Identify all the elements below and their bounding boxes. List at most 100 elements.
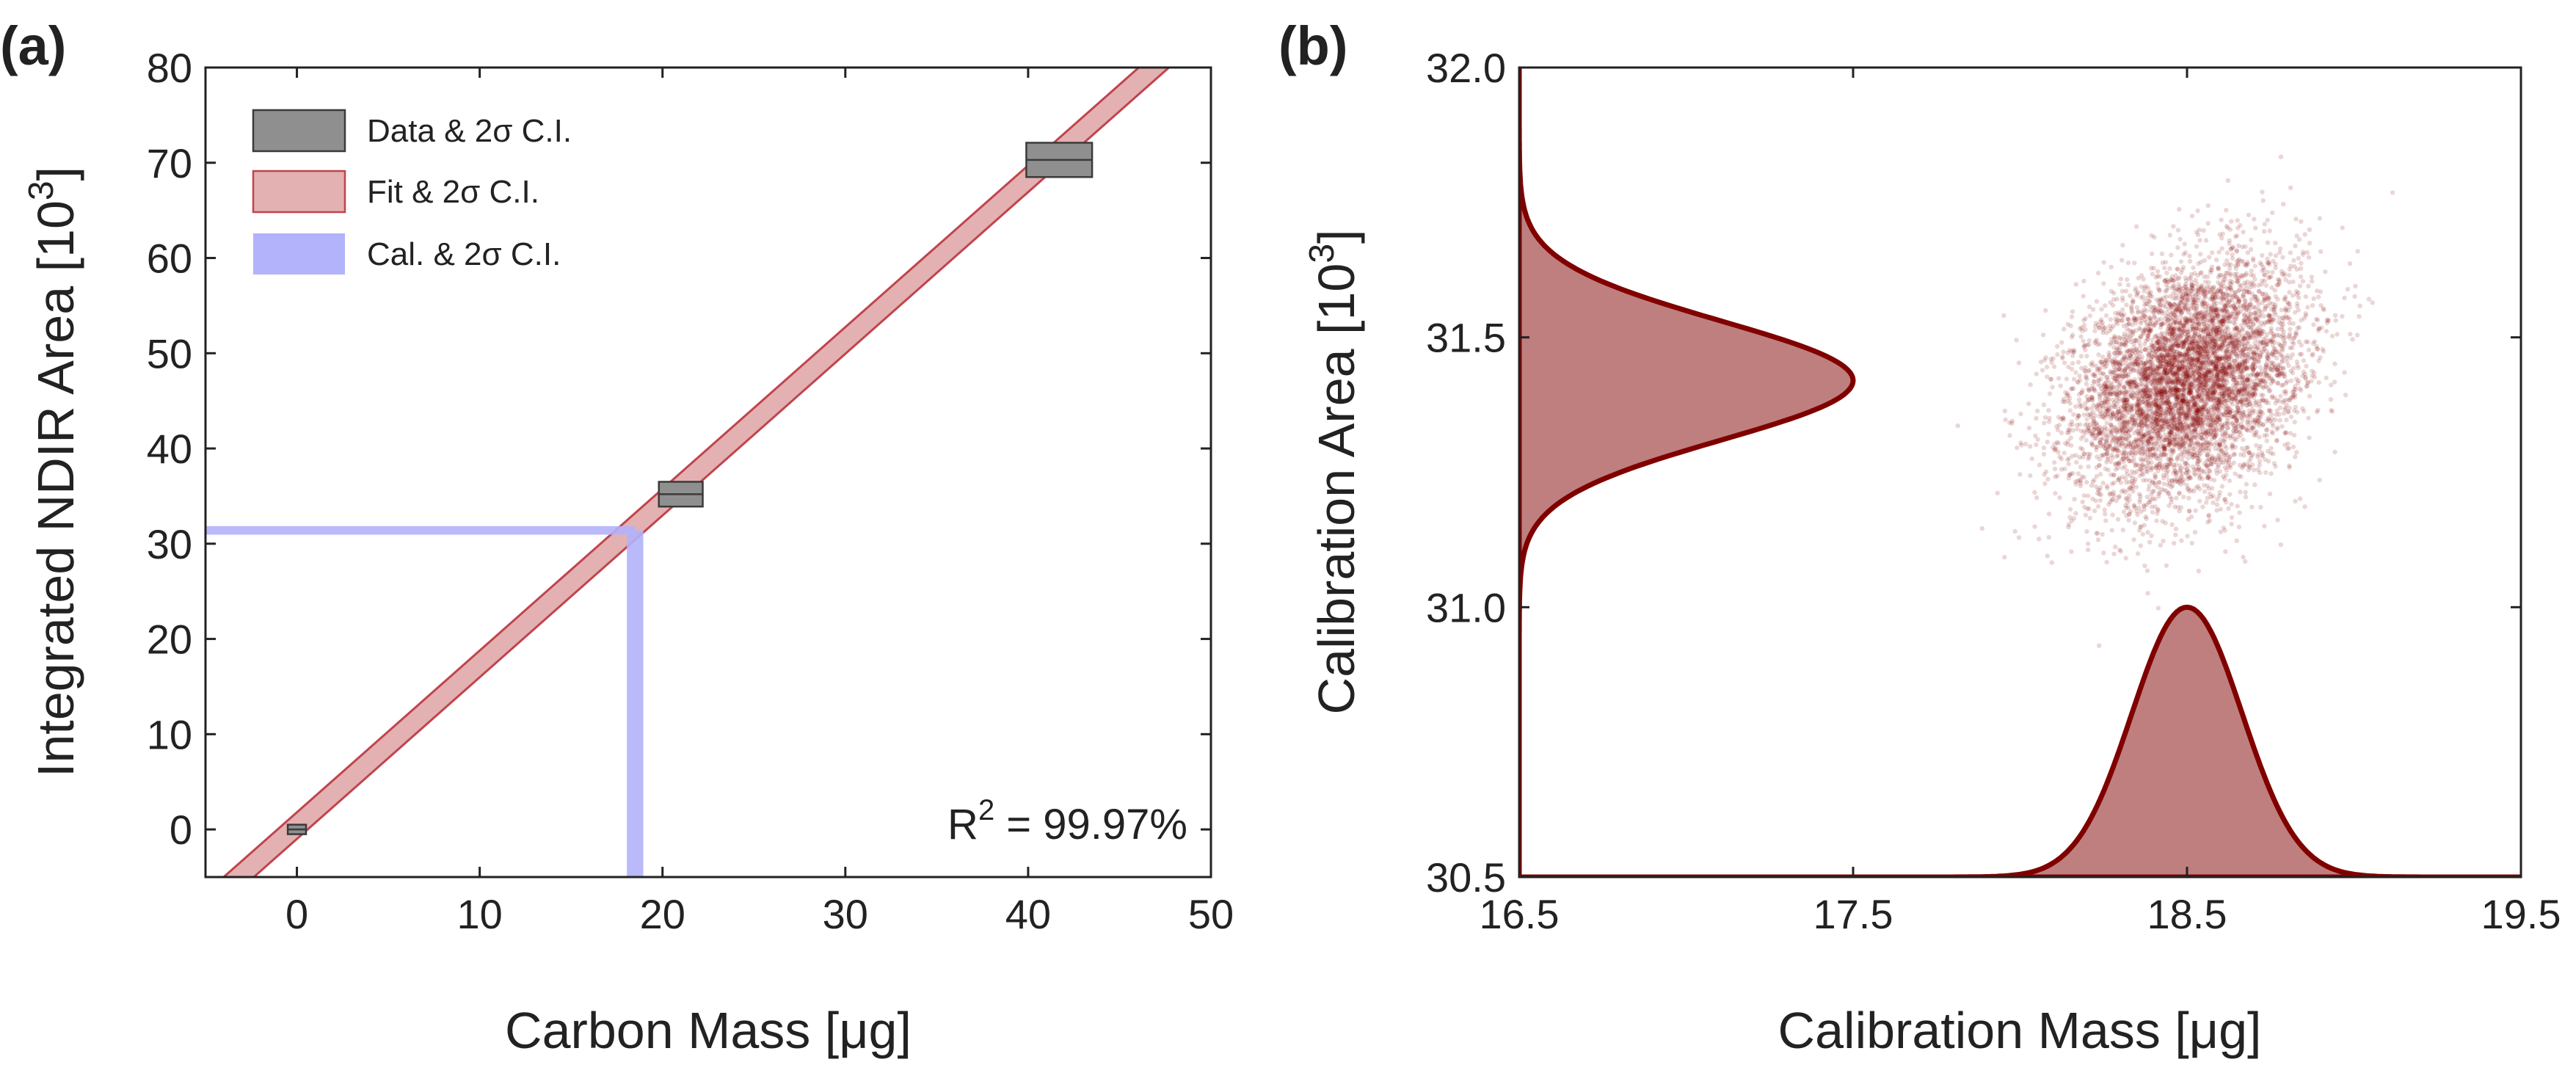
cloud-point [2230,252,2235,258]
cloud-point [2140,409,2145,414]
cloud-point [2164,270,2169,275]
cloud-point [2125,283,2131,288]
cloud-point [2269,421,2275,426]
cloud-point [2263,335,2268,341]
cloud-point [2180,267,2185,272]
cloud-point [2041,445,2047,451]
cloud-point [2202,274,2207,279]
cloud-point [2133,401,2139,407]
cloud-point [2293,243,2298,249]
cloud-point [2245,250,2250,255]
cloud-point [2222,390,2227,396]
cloud-point [2328,397,2334,402]
cloud-point [2069,366,2075,372]
cloud-point [2227,271,2233,276]
cloud-point [2002,555,2007,560]
cloud-point [2281,411,2287,416]
cloud-point [2154,397,2160,402]
cloud-point [2262,222,2267,227]
cloud-point [2248,420,2253,425]
cloud-point [2278,393,2283,399]
cloud-point [2314,316,2319,322]
cloud-point [2125,419,2130,424]
cloud-point [2129,305,2134,311]
cloud-point [2070,428,2075,433]
cloud-point [2191,415,2196,421]
cloud-point [2042,472,2047,477]
cloud-point [2145,295,2150,300]
cloud-point [2210,486,2215,491]
cloud-point [2205,471,2210,477]
cloud-point [2112,424,2117,430]
cloud-point [2103,443,2109,448]
cloud-point [2142,420,2147,425]
cloud-point [2111,480,2117,485]
cloud-point [2293,498,2298,504]
cloud-point [2185,335,2190,341]
cloud-point [2133,338,2139,343]
cloud-point [2126,317,2131,322]
cloud-point [2142,285,2147,291]
cloud-point [2240,387,2245,392]
cloud-point [2110,362,2116,367]
cloud-point [2202,401,2208,407]
cloud-point [2155,339,2160,344]
cloud-point [2200,346,2205,351]
cloud-point [2287,290,2292,295]
cloud-point [2277,279,2282,285]
cloud-point [2108,390,2113,396]
cloud-point [2307,227,2313,233]
cloud-point [2016,535,2022,540]
cloud-point [2205,357,2211,363]
legend-label-fit: Fit & 2σ C.I. [367,174,539,210]
cloud-point [2317,478,2322,483]
cloud-point [2197,371,2202,377]
cloud-point [2068,435,2073,440]
cloud-point [2266,313,2271,319]
cloud-point [2332,379,2337,385]
cloud-point [2097,394,2102,399]
cloud-point [2178,465,2183,470]
cloud-point [2246,289,2252,295]
cloud-point [2264,349,2269,354]
cloud-point [2198,252,2203,257]
cloud-point [2293,332,2299,338]
cloud-point [2142,389,2147,394]
cloud-point [2229,501,2234,507]
cloud-point [2086,338,2092,343]
cloud-point [2227,435,2233,440]
x-tick-label: 50 [1188,891,1234,937]
cloud-point [2275,283,2280,288]
cloud-point [2299,352,2304,357]
cloud-point [2169,417,2175,422]
cloud-point [2180,379,2185,384]
cloud-point [2249,365,2255,371]
cloud-point [2233,426,2238,431]
cloud-point [2214,508,2219,513]
cloud-point [2196,568,2202,574]
cloud-point [2108,491,2113,496]
cloud-point [2128,386,2133,392]
cloud-point [2237,362,2242,367]
cloud-point [2161,448,2166,454]
cloud-point [2228,312,2233,317]
cloud-point [2095,270,2101,276]
cloud-point [2255,467,2260,472]
cloud-point [2241,230,2246,235]
cloud-point [2104,421,2109,426]
cloud-point [2158,297,2164,303]
cloud-point [2062,360,2067,365]
cloud-point [2201,321,2206,327]
cloud-point [2295,301,2300,306]
cloud-point [2257,443,2263,449]
cloud-point [2168,348,2174,353]
cloud-point [2189,214,2195,219]
r-squared-annotation: R2 = 99.97% [947,794,1187,848]
cloud-point [2224,319,2229,324]
cloud-point [2218,443,2223,448]
cloud-point [2142,503,2147,508]
cloud-point [2175,381,2180,386]
cloud-point [2084,529,2089,534]
cloud-point [2254,402,2259,408]
cloud-point [2186,495,2191,501]
